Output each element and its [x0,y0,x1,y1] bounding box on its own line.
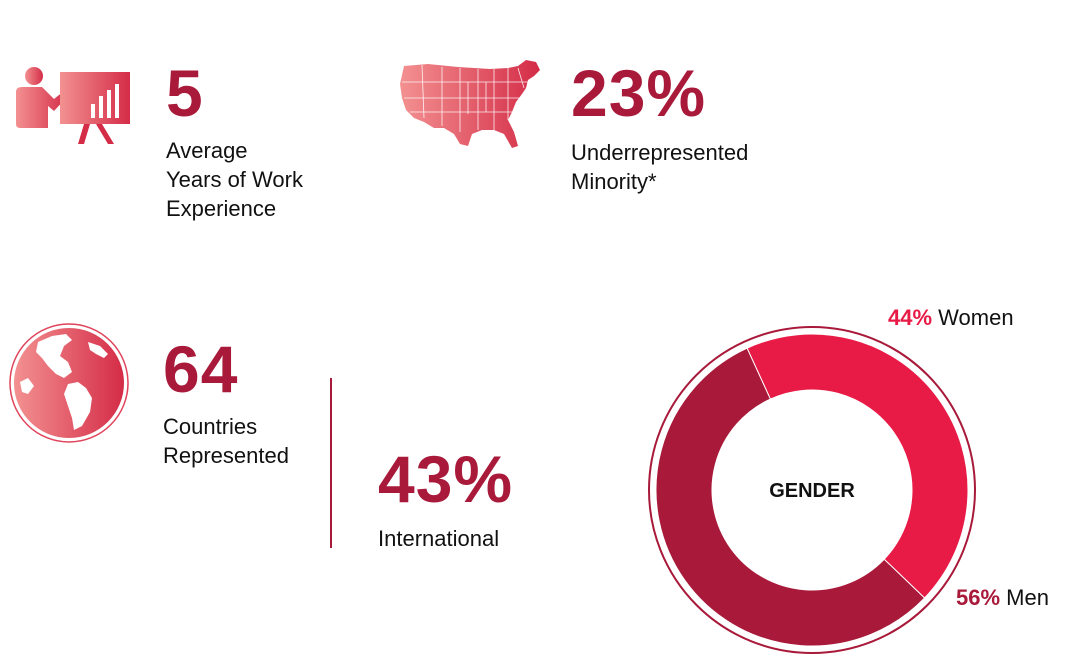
stat-countries: 64 Countries Represented [163,336,289,470]
experience-value: 5 [166,56,204,130]
minority-value: 23% [571,56,707,130]
countries-label-line: Countries [163,414,258,439]
presentation-icon [16,67,130,144]
divider [330,378,332,548]
minority-label-line: Minority* [571,169,657,194]
international-label: International [378,524,513,553]
legend-men-name: Men [1006,585,1049,610]
experience-label-line: Average [166,138,248,163]
international-label-line: International [378,526,500,551]
donut-outer-ring [648,326,976,654]
experience-label-line: Experience [166,196,277,221]
countries-value: 64 [163,332,239,406]
donut-hole [712,390,912,590]
international-value: 43% [378,442,514,516]
countries-label-line: Represented [163,443,289,468]
legend-men-pct: 56% [956,585,1001,610]
stat-international: 43% International [378,446,513,553]
stat-experience: 5 Average Years of Work Experience [166,60,303,223]
donut-center-title: GENDER [769,480,855,502]
countries-label: Countries Represented [163,412,289,470]
experience-label-line: Years of Work [166,167,303,192]
stat-minority: 23% Underrepresented Minority* [571,60,748,196]
experience-label: Average Years of Work Experience [166,136,303,223]
legend-men: 56% Men [956,585,1049,611]
minority-label-line: Underrepresented [571,140,749,165]
globe-icon [9,323,129,443]
legend-women-name: Women [938,305,1014,330]
legend-women: 44% Women [888,305,1014,331]
usa-map-icon [400,60,540,148]
legend-women-pct: 44% [888,305,933,330]
minority-label: Underrepresented Minority* [571,138,748,196]
